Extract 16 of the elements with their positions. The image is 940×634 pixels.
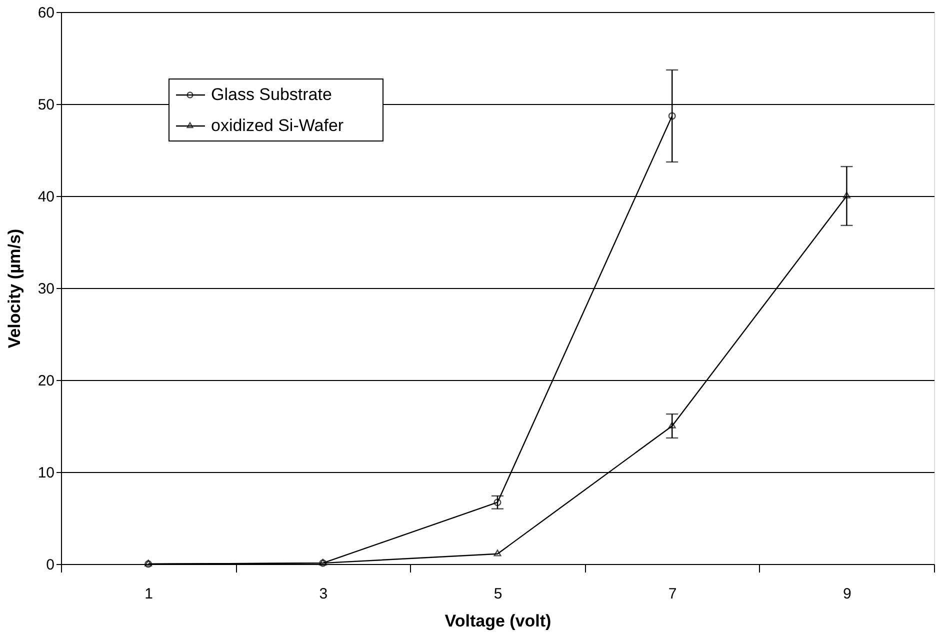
legend-label: oxidized Si-Wafer <box>211 116 344 135</box>
x-axis-title: Voltage (volt) <box>444 612 552 630</box>
y-tick-label: 50 <box>38 96 54 114</box>
x-tick-label: 1 <box>144 586 153 602</box>
x-tick-label: 5 <box>494 586 502 602</box>
x-tick-label: 3 <box>319 586 328 602</box>
y-tick-label: 0 <box>46 556 54 574</box>
x-tick-label: 7 <box>668 586 677 602</box>
y-axis-title: Velocity (µm/s) <box>4 228 24 348</box>
y-tick-label: 20 <box>38 372 54 390</box>
y-tick-label: 40 <box>38 188 54 206</box>
y-tick-label: 60 <box>38 4 54 22</box>
legend-label: Glass Substrate <box>211 85 332 104</box>
y-tick-label: 30 <box>38 280 54 298</box>
x-tick-label: 9 <box>843 586 852 602</box>
y-tick-label: 10 <box>38 464 54 482</box>
